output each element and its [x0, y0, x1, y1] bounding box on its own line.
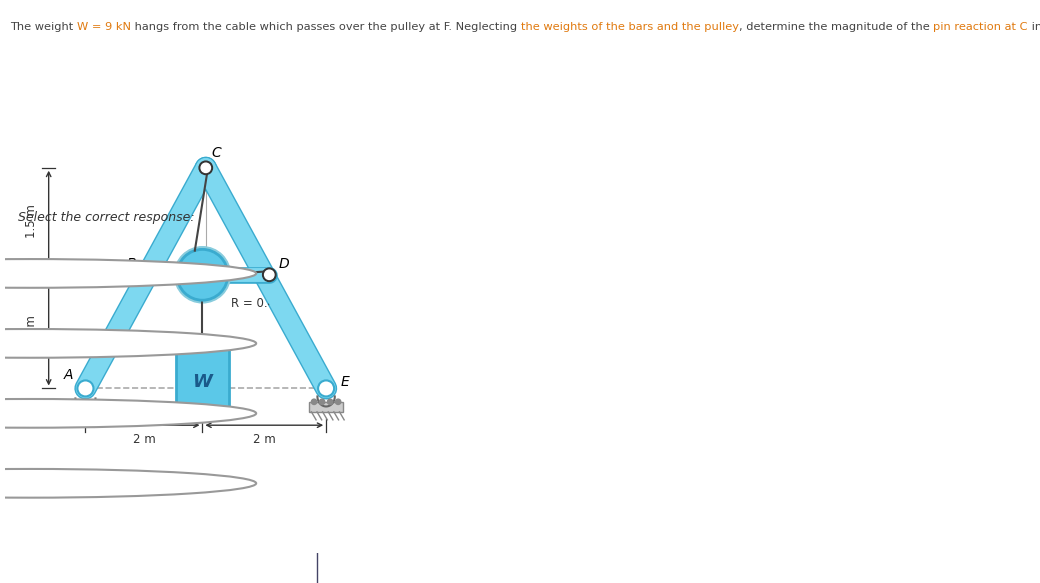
- Text: 5.40: 5.40: [54, 476, 85, 490]
- Circle shape: [264, 270, 274, 279]
- Circle shape: [0, 259, 256, 288]
- Circle shape: [175, 247, 231, 303]
- Bar: [309, 402, 343, 412]
- Text: 6.16: 6.16: [54, 266, 85, 280]
- Text: D: D: [279, 258, 289, 272]
- Circle shape: [199, 271, 207, 279]
- Text: in kN.: in kN.: [1028, 22, 1040, 31]
- Circle shape: [139, 268, 152, 282]
- Bar: [176, 345, 229, 419]
- Circle shape: [0, 399, 256, 428]
- Text: 12.73: 12.73: [54, 406, 94, 420]
- Text: 0: 0: [54, 336, 63, 350]
- Circle shape: [311, 399, 317, 405]
- Text: F: F: [196, 264, 204, 278]
- Bar: [71, 402, 101, 412]
- Text: C: C: [211, 146, 220, 160]
- Circle shape: [0, 329, 256, 358]
- Circle shape: [199, 271, 207, 279]
- Circle shape: [319, 399, 324, 405]
- Text: The weight: The weight: [10, 22, 77, 31]
- Text: Select the correct response:: Select the correct response:: [18, 210, 194, 224]
- Circle shape: [336, 399, 341, 405]
- Circle shape: [201, 163, 210, 173]
- Text: B: B: [126, 258, 135, 272]
- Circle shape: [328, 399, 333, 405]
- Circle shape: [199, 161, 212, 174]
- Text: 2 m: 2 m: [132, 433, 155, 447]
- Text: E: E: [341, 375, 349, 389]
- Text: Type here to search: Type here to search: [12, 561, 136, 574]
- Circle shape: [318, 381, 334, 396]
- Text: 29°C  Rain sh: 29°C Rain sh: [948, 563, 1024, 573]
- Text: A: A: [64, 368, 74, 382]
- Text: R = 0.4 m: R = 0.4 m: [231, 297, 290, 310]
- Circle shape: [77, 381, 94, 396]
- Text: 2 m: 2 m: [253, 433, 276, 447]
- Text: W: W: [192, 373, 212, 391]
- Text: 1.5 m: 1.5 m: [25, 315, 38, 349]
- Circle shape: [262, 268, 276, 282]
- Circle shape: [141, 270, 151, 279]
- Circle shape: [0, 469, 256, 498]
- Text: hangs from the cable which passes over the pulley at F. Neglecting: hangs from the cable which passes over t…: [131, 22, 521, 31]
- Text: pin reaction at C: pin reaction at C: [933, 22, 1028, 31]
- Circle shape: [177, 250, 228, 300]
- Circle shape: [196, 268, 209, 282]
- Text: , determine the magnitude of the: , determine the magnitude of the: [739, 22, 933, 31]
- Text: 1.5 m: 1.5 m: [25, 205, 38, 238]
- Text: the weights of the bars and the pulley: the weights of the bars and the pulley: [521, 22, 739, 31]
- Text: W = 9 kN: W = 9 kN: [77, 22, 131, 31]
